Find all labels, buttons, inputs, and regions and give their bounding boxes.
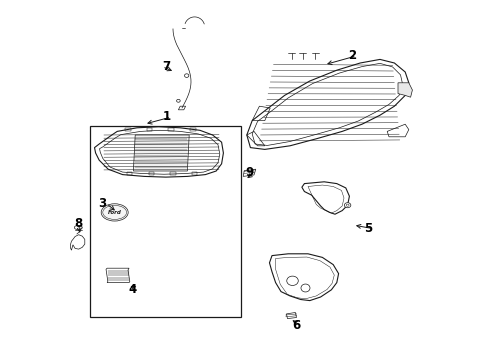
Text: 5: 5: [365, 222, 373, 235]
Text: 6: 6: [293, 319, 301, 332]
Ellipse shape: [101, 204, 128, 221]
Text: Ford: Ford: [108, 210, 122, 215]
Polygon shape: [133, 135, 189, 171]
Text: 7: 7: [162, 60, 171, 73]
Text: 1: 1: [163, 111, 171, 123]
Text: 4: 4: [129, 283, 137, 296]
Text: 9: 9: [246, 166, 254, 179]
Ellipse shape: [176, 99, 180, 102]
Polygon shape: [398, 83, 413, 97]
Text: 3: 3: [98, 197, 106, 210]
Ellipse shape: [344, 203, 351, 208]
Bar: [90, 126, 242, 317]
Ellipse shape: [185, 74, 189, 77]
Text: 2: 2: [348, 49, 357, 62]
Text: 8: 8: [74, 217, 83, 230]
